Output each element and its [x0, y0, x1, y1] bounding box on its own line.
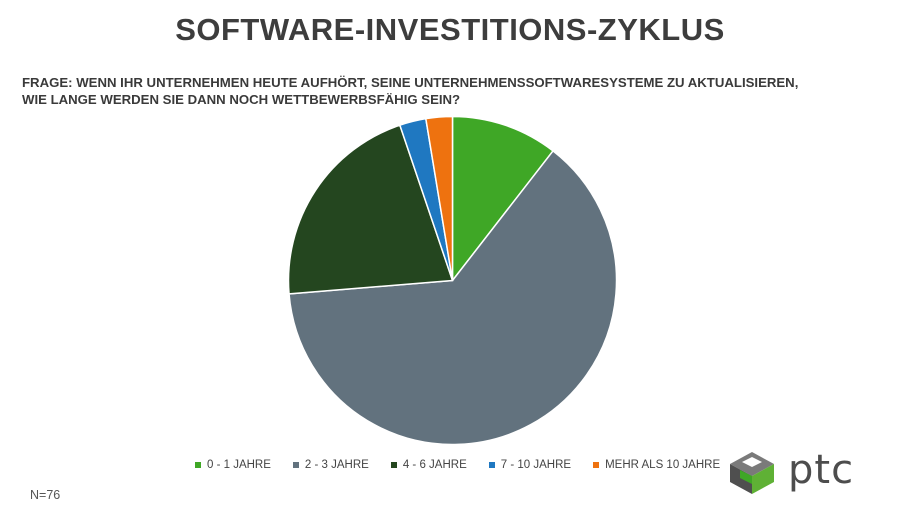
legend-label: 0 - 1 JAHRE — [207, 459, 271, 471]
legend-swatch — [593, 462, 600, 468]
legend-label: MEHR ALS 10 JAHRE — [605, 459, 721, 471]
legend-swatch — [488, 462, 495, 468]
legend-label: 2 - 3 JAHRE — [304, 459, 369, 471]
sample-size: N=76 — [30, 488, 61, 502]
pie-slice-2 — [288, 149, 618, 446]
chart-title: SOFTWARE-INVESTITIONS-ZYKLUS — [175, 12, 725, 47]
pie-slice-5 — [424, 115, 454, 281]
ptc-logo-text: ptc — [788, 447, 855, 493]
legend-swatch — [195, 462, 201, 468]
pie-chart — [287, 115, 618, 446]
legend-item-4: 7 - 10 JAHRE — [488, 459, 572, 471]
survey-question: FRAGE: WENN IHR UNTERNEHMEN HEUTE AUFHÖR… — [22, 74, 882, 108]
pie-slice-1 — [451, 115, 555, 283]
legend-swatch — [390, 462, 397, 468]
legend-swatch — [292, 462, 299, 468]
question-line-2: WIE LANGE WERDEN SIE DANN NOCH WETTBEWER… — [22, 92, 461, 107]
legend-label: 7 - 10 JAHRE — [500, 459, 572, 471]
chart-legend: 0 - 1 JAHRE 2 - 3 JAHRE 4 - 6 JAHRE 7 - 10 … — [195, 457, 720, 473]
legend-item-5: MEHR ALS 10 JAHRE — [593, 459, 720, 471]
legend-item-3: 4 - 6 JAHRE — [390, 459, 467, 471]
question-line-1: FRAGE: WENN IHR UNTERNEHMEN HEUTE AUFHÖR… — [22, 75, 799, 90]
legend-item-2: 2 - 3 JAHRE — [292, 459, 369, 471]
pie-slice-3 — [287, 124, 454, 295]
legend-item-1: 0 - 1 JAHRE — [195, 459, 271, 471]
ptc-logo-icon — [730, 452, 774, 494]
legend-label: 4 - 6 JAHRE — [402, 459, 467, 471]
